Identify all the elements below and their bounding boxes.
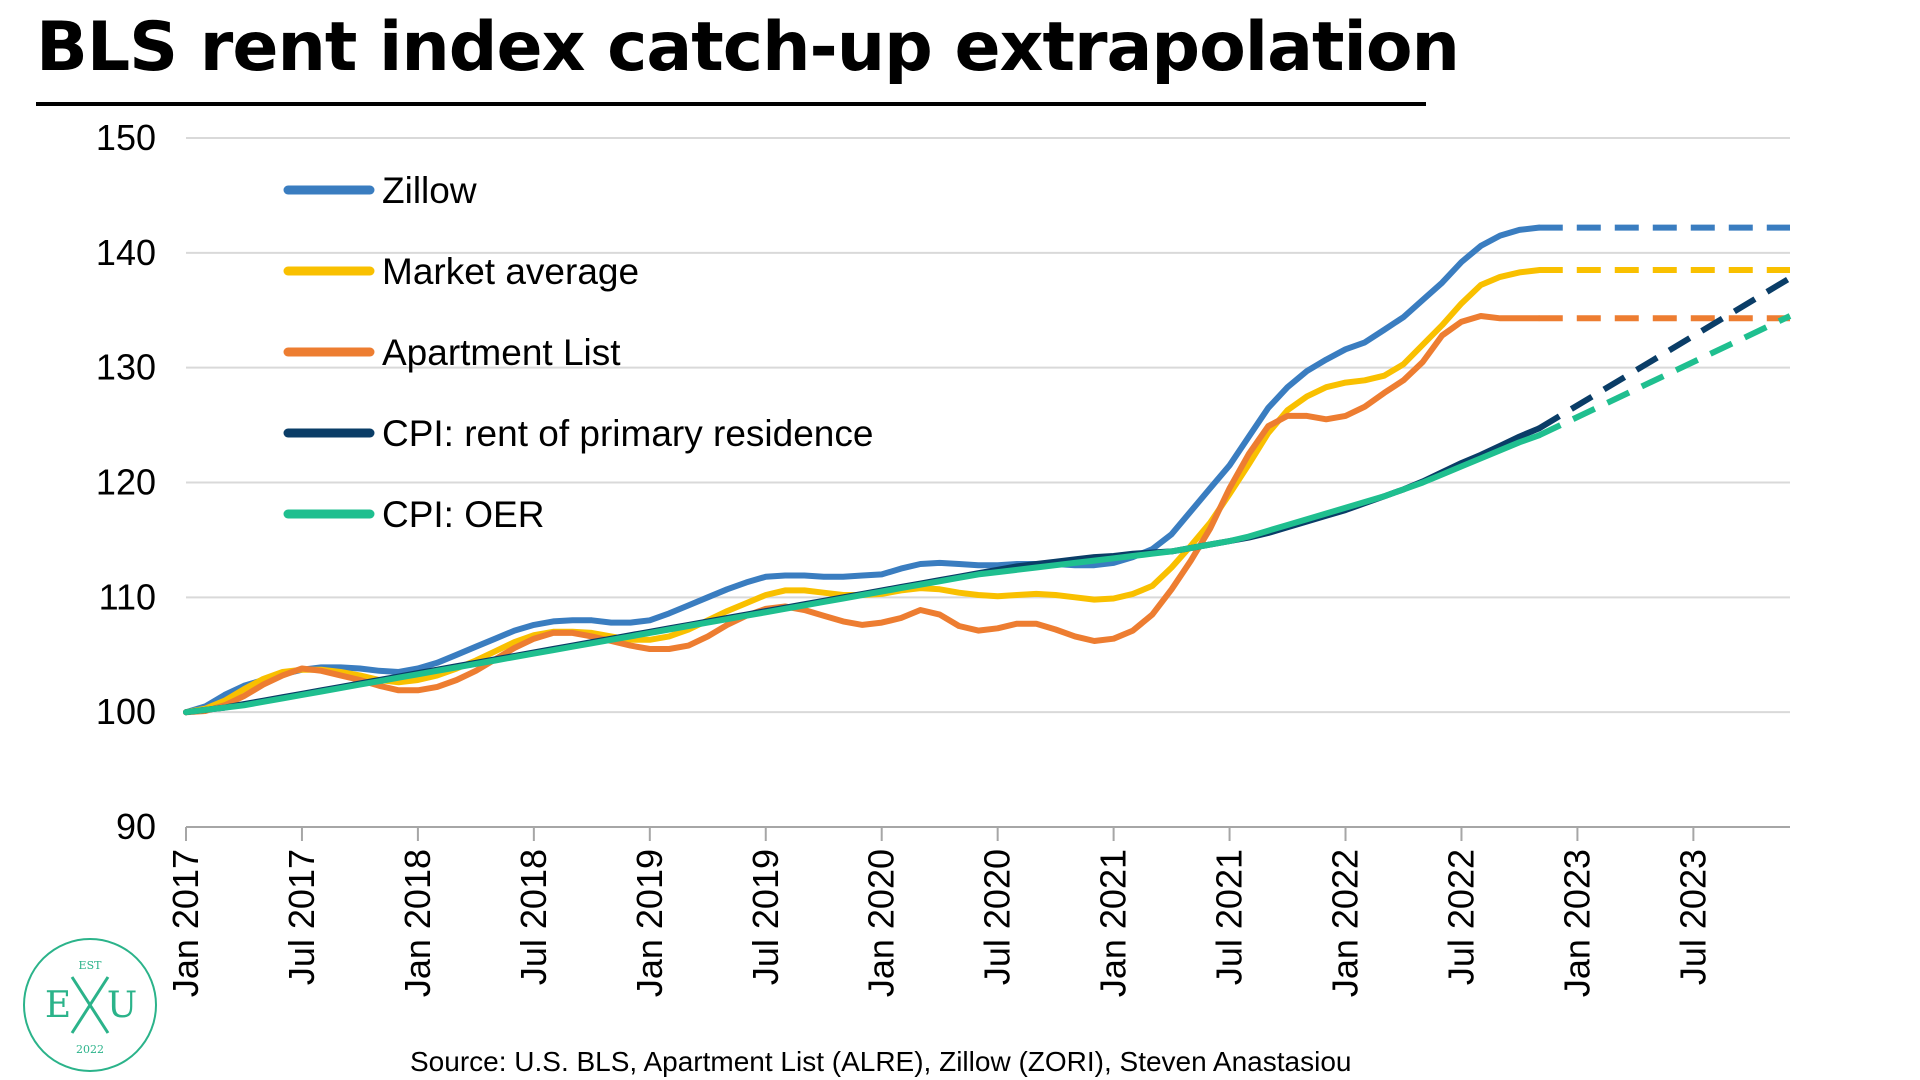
x-tick-label: Jul 2021 — [1209, 849, 1250, 985]
series-line-4 — [183, 432, 1542, 716]
x-tick-label: Jul 2023 — [1672, 849, 1713, 985]
legend-label-0: Zillow — [382, 170, 477, 211]
legend: Zillow Market average Apartment List CPI: r… — [283, 170, 873, 535]
y-tick-label: 110 — [99, 576, 156, 617]
logo-letter-left: E — [45, 985, 71, 1026]
x-tick-label: Jul 2019 — [745, 849, 786, 985]
y-tick-label: 90 — [116, 806, 156, 847]
x-tick-label: Jan 2018 — [397, 849, 438, 997]
legend-label-2: Apartment List — [382, 332, 621, 373]
x-tick-label: Jul 2018 — [513, 849, 554, 985]
series-projection-3 — [1537, 275, 1792, 432]
y-tick-label: 120 — [96, 462, 156, 503]
x-tick-label: Jan 2017 — [165, 849, 206, 997]
x-tick-label: Jan 2022 — [1325, 849, 1366, 997]
series-line-2 — [183, 313, 1542, 716]
title-underline — [36, 102, 1426, 106]
x-tick-label: Jan 2023 — [1556, 849, 1597, 997]
gridlines — [186, 137, 1790, 714]
y-tick-label: 150 — [96, 117, 156, 158]
x-tick-label: Jan 2019 — [629, 849, 670, 997]
series-lines — [183, 224, 1792, 716]
y-tick-label: 130 — [96, 347, 156, 388]
x-tick-label: Jul 2020 — [977, 849, 1018, 985]
logo-est-text: EST — [79, 959, 103, 972]
x-tick-label: Jan 2021 — [1093, 849, 1134, 997]
logo: EST E U 2022 — [23, 938, 157, 1072]
series-projection-4 — [1537, 313, 1792, 439]
legend-label-4: CPI: OER — [382, 494, 544, 535]
chart-title: BLS rent index catch-up extrapolation — [36, 8, 1460, 87]
x-tick-label: Jan 2020 — [861, 849, 902, 997]
series-line-0 — [183, 224, 1542, 716]
logo-year-text: 2022 — [76, 1043, 104, 1056]
logo-letter-right: U — [107, 985, 137, 1026]
logo-crossed-swords-icon — [70, 976, 110, 1034]
legend-label-3: CPI: rent of primary residence — [382, 413, 873, 454]
axes: 90 100 110 120 130 140 150 Jan 2017 Jul 2017 Jan … — [96, 117, 1790, 997]
logo-ring — [23, 938, 157, 1072]
x-tick-label: Jul 2017 — [281, 849, 322, 985]
y-tick-label: 140 — [96, 232, 156, 273]
legend-label-1: Market average — [382, 251, 639, 292]
y-tick-label: 100 — [96, 691, 156, 732]
x-tick-label: Jul 2022 — [1440, 849, 1481, 985]
source-note: Source: U.S. BLS, Apartment List (ALRE),… — [410, 1046, 1352, 1077]
